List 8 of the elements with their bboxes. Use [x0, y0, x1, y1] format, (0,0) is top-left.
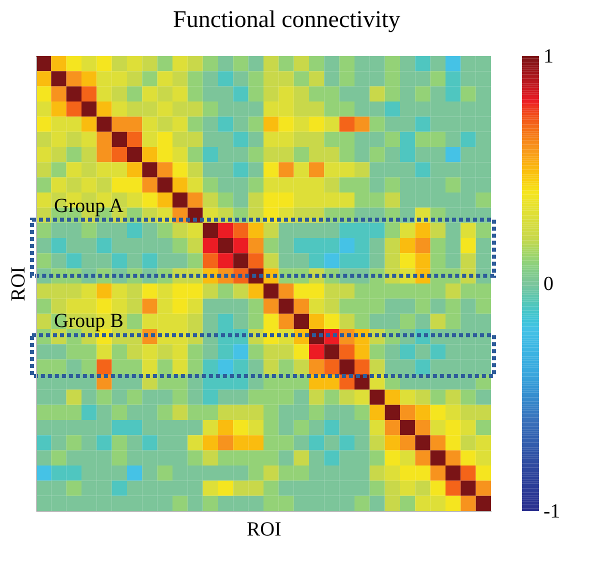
color-bar-label: 0 [544, 273, 554, 295]
color-bar-label: -1 [544, 500, 560, 522]
chart-title: Functional connectivity [173, 7, 400, 33]
color-bar-label: 1 [544, 46, 554, 68]
annotation: Group B [54, 310, 124, 332]
y-axis-title: ROI [8, 266, 30, 302]
x-axis-title: ROI [246, 518, 282, 540]
annotation: Group A [54, 194, 124, 217]
